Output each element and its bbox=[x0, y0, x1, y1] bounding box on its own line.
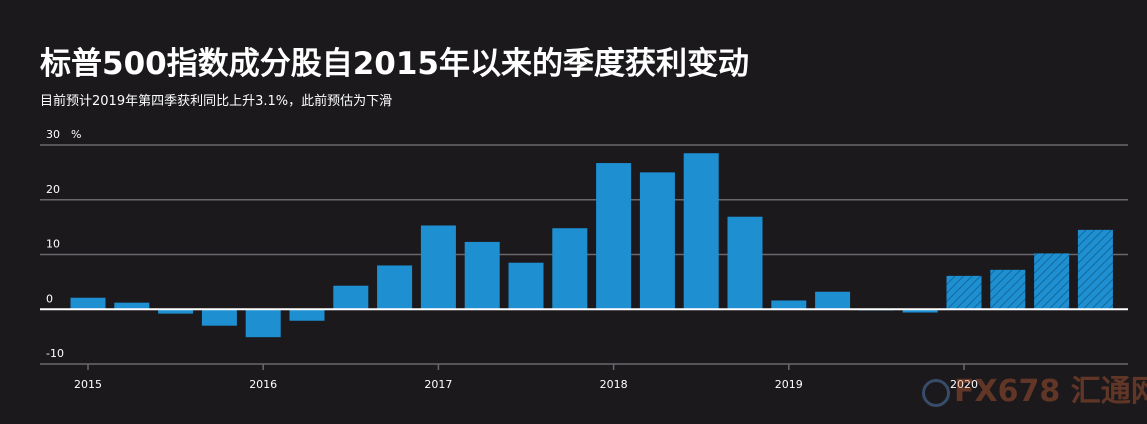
bar bbox=[727, 216, 763, 310]
bar bbox=[114, 302, 150, 310]
bar bbox=[771, 300, 807, 310]
bar bbox=[70, 297, 106, 310]
x-tick-label: 2020 bbox=[950, 378, 978, 391]
bar bbox=[464, 241, 500, 310]
watermark-logo-icon bbox=[922, 378, 950, 407]
axis-layer: % 30 20 10 0 -10 2015 2016 2017 2018 2019 2020 bbox=[40, 128, 1128, 391]
x-tick-label: 2017 bbox=[424, 378, 452, 391]
y-tick-label: 20 bbox=[46, 183, 60, 196]
bar bbox=[596, 163, 632, 310]
chart-subtitle: 目前预计2019年第四季获利同比上升3.1%，此前预估为下滑 bbox=[40, 94, 393, 109]
x-tick-label: 2018 bbox=[600, 378, 628, 391]
bar bbox=[552, 228, 588, 310]
x-tick-label: 2015 bbox=[74, 378, 102, 391]
bar-layer bbox=[70, 153, 1113, 338]
grid-layer bbox=[40, 144, 1128, 365]
estimate-bar bbox=[990, 269, 1026, 310]
chart-title: 标普500指数成分股自2015年以来的季度获利变动 bbox=[40, 46, 749, 82]
bar bbox=[201, 309, 237, 326]
bar bbox=[158, 309, 194, 314]
bar bbox=[377, 265, 413, 310]
x-tick-label: 2016 bbox=[249, 378, 277, 391]
x-tick-label: 2019 bbox=[775, 378, 803, 391]
bar bbox=[639, 172, 675, 310]
y-tick-label: -10 bbox=[46, 347, 64, 360]
bar bbox=[508, 262, 544, 310]
y-unit-label: % bbox=[71, 128, 81, 141]
bar bbox=[333, 285, 369, 310]
watermark-text: FX678 汇通网 bbox=[954, 374, 1147, 409]
y-tick-label: 30 bbox=[46, 128, 60, 141]
bar bbox=[289, 309, 325, 321]
bar bbox=[815, 291, 851, 310]
y-tick-label: 10 bbox=[46, 238, 60, 251]
watermark: FX678 汇通网 bbox=[922, 366, 1147, 410]
bar bbox=[683, 153, 719, 310]
bar bbox=[902, 309, 938, 313]
bar bbox=[420, 225, 456, 310]
bar bbox=[245, 309, 281, 338]
estimate-bar bbox=[946, 275, 982, 310]
y-tick-label: 0 bbox=[46, 292, 53, 305]
estimate-bar bbox=[1077, 229, 1113, 310]
estimate-bar bbox=[1034, 253, 1070, 310]
